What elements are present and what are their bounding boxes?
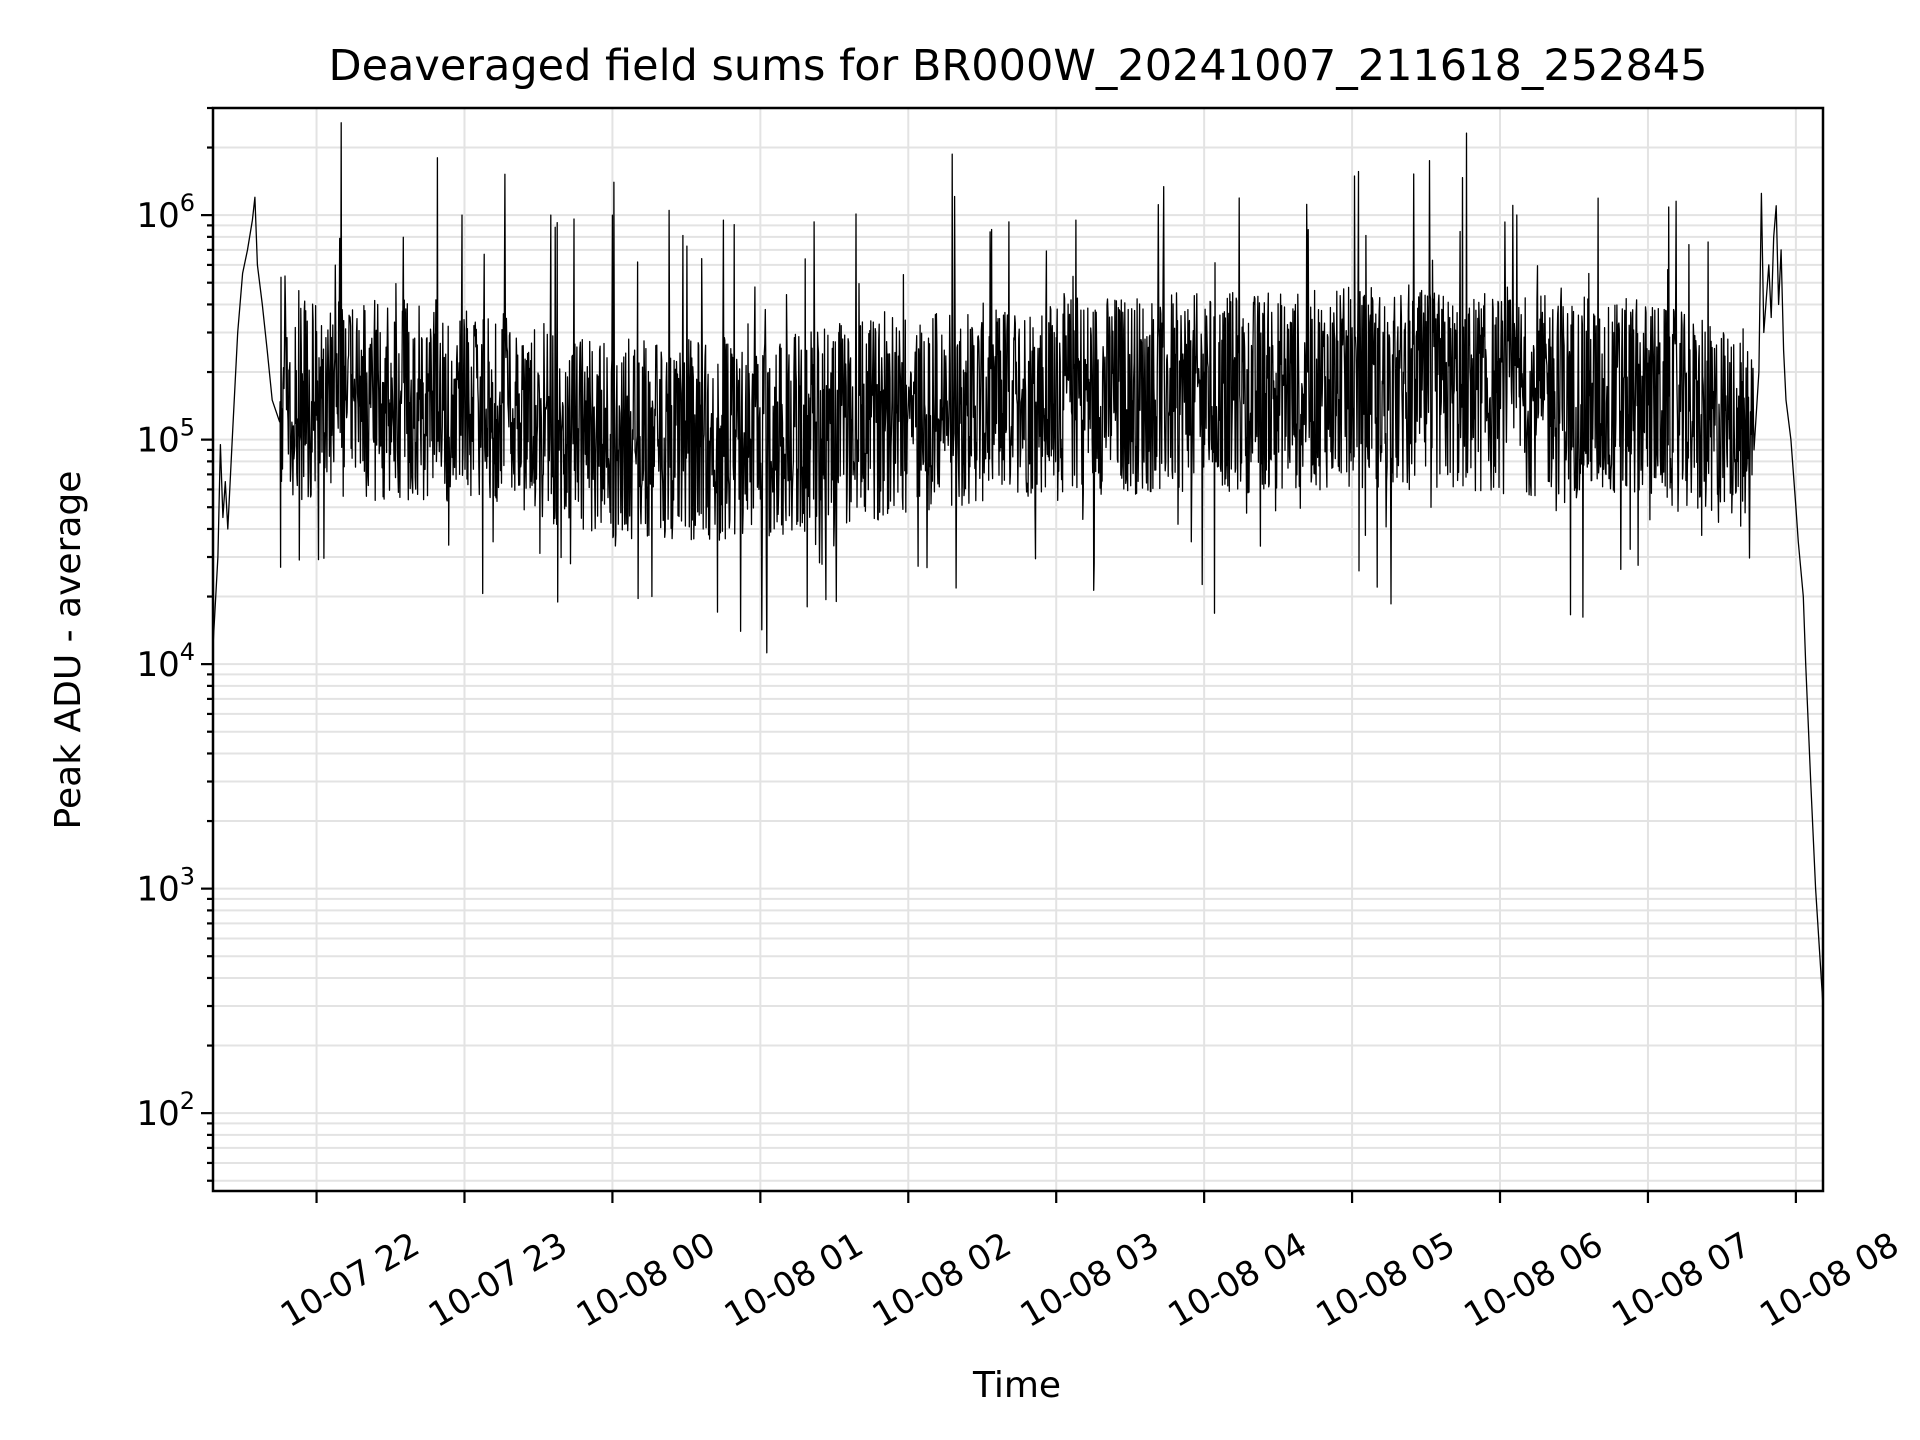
y-tick-exponent: 6 — [180, 189, 195, 217]
y-axis-label: Peak ADU - average — [48, 471, 89, 830]
x-axis-label: Time — [972, 1365, 1061, 1406]
y-tick-label: 104 — [136, 638, 195, 685]
y-tick-label: 106 — [136, 189, 195, 236]
y-tick-exponent: 2 — [180, 1087, 195, 1115]
y-tick-label: 105 — [136, 414, 195, 461]
y-tick-label: 102 — [136, 1087, 195, 1134]
y-tick-base: 10 — [136, 1094, 179, 1134]
y-tick-exponent: 5 — [180, 414, 195, 442]
y-tick-base: 10 — [136, 196, 179, 236]
y-tick-label: 103 — [136, 863, 195, 910]
chart-title: Deaveraged field sums for BR000W_2024100… — [328, 41, 1707, 91]
y-tick-exponent: 4 — [180, 638, 195, 666]
y-tick-base: 10 — [136, 870, 179, 910]
y-tick-exponent: 3 — [180, 863, 195, 891]
series-line — [212, 122, 1824, 1007]
plot-frame — [211, 106, 1825, 1193]
series-layer — [212, 122, 1824, 1007]
y-tick-base: 10 — [136, 645, 179, 685]
y-tick-base: 10 — [136, 421, 179, 461]
